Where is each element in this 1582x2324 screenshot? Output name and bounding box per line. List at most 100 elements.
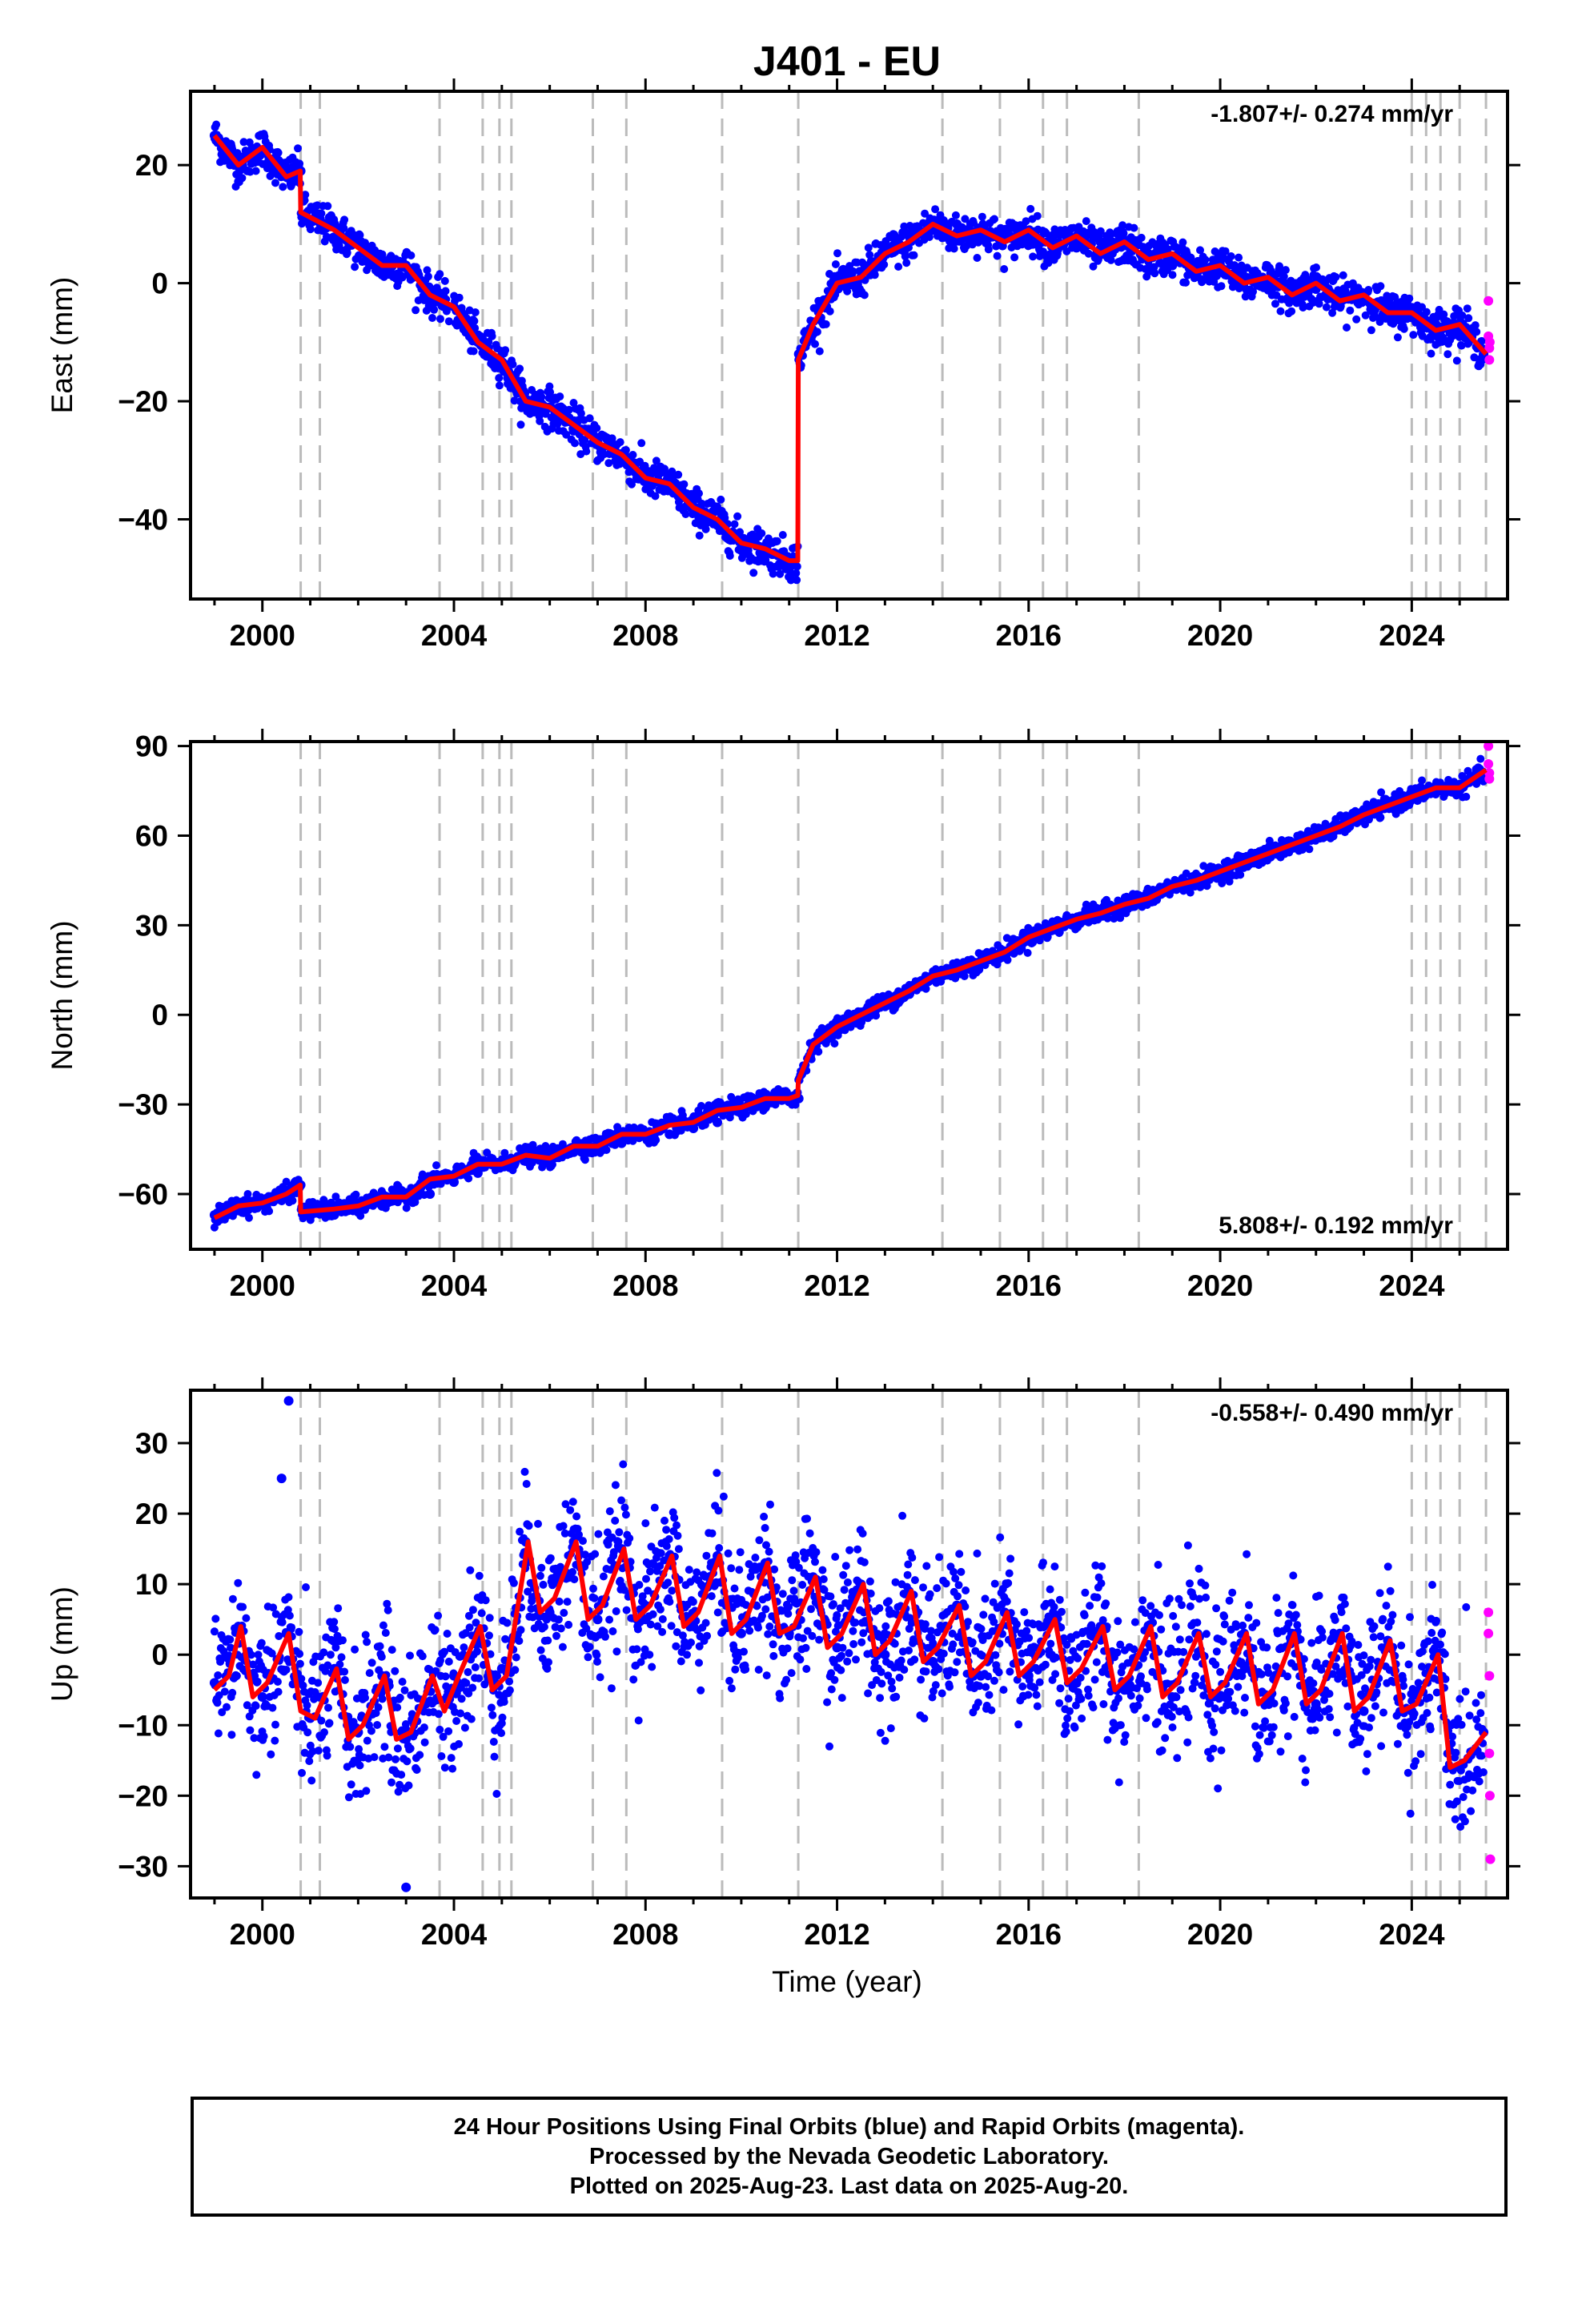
data-point [825,307,834,316]
data-point [1276,307,1285,316]
data-point [1279,272,1288,281]
data-point [973,254,982,262]
data-point [616,438,624,447]
model-fit-line [212,134,1488,564]
data-point [214,1671,223,1679]
data-point [1203,882,1211,891]
data-point [323,202,332,211]
data-point [1249,287,1257,296]
data-point [1178,238,1187,247]
x-tick-label: 2020 [1187,1269,1253,1302]
data-point [227,1643,235,1652]
data-point [425,1189,436,1199]
y-axis-label: East (mm) [46,277,78,414]
data-point [952,219,962,229]
data-point [1047,231,1058,241]
data-point [921,984,930,993]
rapid-data-point [1484,741,1494,751]
x-tick-label: 2012 [804,619,869,652]
data-point [604,459,613,468]
data-point [245,1712,254,1721]
data-point [1119,229,1128,238]
data-point [894,263,903,271]
data-point [1364,286,1373,294]
data-point [228,1688,237,1697]
data-point [495,374,504,382]
data-point [1029,252,1038,261]
data-point [537,392,546,401]
rapid-orbit-points [1484,741,1495,784]
data-point [637,439,646,448]
data-point [661,464,669,473]
data-point [254,1651,263,1659]
data-point [313,201,322,210]
data-point [210,1627,219,1636]
data-point [1003,955,1012,964]
data-point [298,1768,306,1777]
data-point [536,416,544,425]
data-point [314,1679,323,1687]
data-point [1227,252,1235,260]
data-point [472,1168,483,1178]
data-point [516,364,524,373]
data-point [1271,300,1279,308]
data-point [1462,792,1471,801]
data-point [520,1156,531,1166]
data-point [471,324,480,332]
data-point [330,1618,339,1626]
data-point [1476,754,1485,763]
data-point [1023,948,1032,957]
data-point [307,1776,316,1785]
rapid-orbit-points [1484,296,1495,365]
y-tick-label: 0 [151,267,168,300]
data-point [725,552,734,560]
data-point [786,576,795,585]
data-point [320,1728,328,1737]
data-point [697,499,706,508]
data-point [242,1614,251,1622]
data-point [245,1213,253,1222]
data-point [1427,349,1435,358]
data-point [508,360,517,368]
data-point [665,1129,675,1140]
data-point [252,1771,261,1779]
data-point [713,1117,722,1128]
data-point [773,537,781,545]
data-point [652,1136,661,1144]
data-point [1376,813,1385,822]
data-point [1103,914,1112,923]
data-point [621,446,630,454]
x-tick-label: 2000 [230,1269,295,1302]
data-point [778,531,787,539]
data-point [984,245,993,254]
data-point [1305,845,1314,854]
data-point [1343,324,1351,332]
data-point [440,276,449,285]
data-point [226,1635,235,1644]
final-orbit-points [209,754,1489,1232]
data-point [1002,934,1011,943]
data-point [792,569,801,577]
data-point [1182,278,1190,287]
data-point [351,263,359,271]
data-point [668,467,677,476]
data-point [377,1200,387,1211]
x-tick-label: 2016 [996,1269,1062,1302]
x-tick-label: 2004 [421,1269,488,1302]
data-point [1035,936,1044,945]
data-point [1119,255,1130,265]
data-point [339,224,348,232]
data-point [297,1675,306,1683]
data-point [353,231,363,241]
data-point [228,1594,237,1603]
data-point [243,1701,251,1710]
data-point [1377,788,1386,797]
data-point [344,1793,353,1802]
data-point [1235,253,1243,262]
data-point [1167,260,1178,271]
data-point [1089,262,1098,271]
data-point [978,212,986,221]
data-point [441,287,450,296]
data-point [247,1651,255,1659]
data-point [628,451,637,459]
